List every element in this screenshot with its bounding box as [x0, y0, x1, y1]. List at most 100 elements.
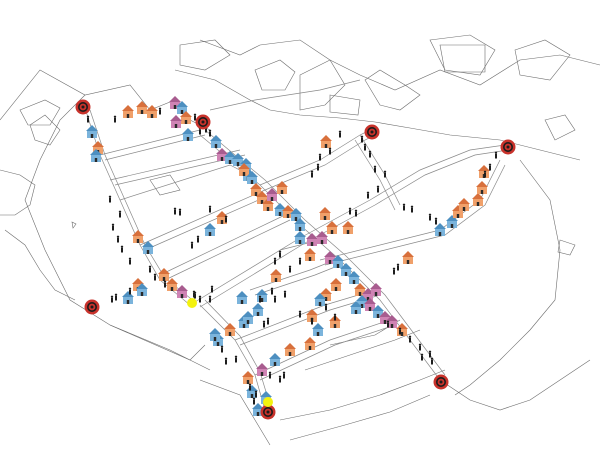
house-icon — [142, 241, 154, 254]
person-icon — [428, 350, 432, 358]
person-icon — [363, 143, 367, 151]
house-icon — [282, 205, 294, 218]
person-icon — [278, 250, 282, 258]
house-icon — [246, 171, 258, 184]
target-icon — [364, 124, 380, 140]
house-icon — [294, 231, 306, 244]
person-icon — [178, 208, 182, 216]
person-icon — [318, 153, 322, 161]
person-icon — [494, 151, 498, 159]
person-icon — [408, 335, 412, 343]
house-icon — [372, 305, 384, 318]
house-icon — [312, 323, 324, 336]
house-icon — [242, 371, 254, 384]
person-icon — [254, 390, 258, 398]
person-icon — [128, 257, 132, 265]
person-icon — [488, 163, 492, 171]
house-icon — [348, 271, 360, 284]
house-icon — [232, 153, 244, 166]
house-icon — [122, 291, 134, 304]
house-icon — [458, 198, 470, 211]
house-icon — [396, 323, 408, 336]
house-icon — [356, 295, 368, 308]
person-icon — [111, 223, 115, 231]
house-icon — [256, 191, 268, 204]
person-icon — [376, 185, 380, 193]
house-icon — [284, 343, 296, 356]
person-icon — [418, 343, 422, 351]
target-icon — [433, 374, 449, 390]
person-icon — [210, 285, 214, 293]
house-icon — [354, 283, 366, 296]
house-icon — [276, 181, 288, 194]
person-icon — [348, 207, 352, 215]
person-icon — [158, 107, 162, 115]
house-icon — [320, 135, 332, 148]
person-icon — [483, 170, 487, 178]
house-icon — [304, 248, 316, 261]
house-icon — [370, 283, 382, 296]
person-icon — [288, 265, 292, 273]
house-icon — [182, 128, 194, 141]
house-icon — [434, 223, 446, 236]
house-icon — [252, 303, 264, 316]
person-icon — [366, 191, 370, 199]
person-icon — [420, 353, 424, 361]
person-icon — [368, 150, 372, 158]
house-icons — [86, 96, 490, 418]
target-icon — [75, 99, 91, 115]
house-icon — [324, 251, 336, 264]
person-icon — [298, 257, 302, 265]
house-icon — [314, 293, 326, 306]
house-icon — [330, 278, 342, 291]
person-icon — [396, 263, 400, 271]
house-icon — [256, 363, 268, 376]
house-icon — [340, 263, 352, 276]
house-icon — [290, 208, 302, 221]
person-icon — [338, 130, 342, 138]
house-icon — [342, 221, 354, 234]
person-icon — [120, 245, 124, 253]
person-icon — [196, 235, 200, 243]
house-icon — [294, 218, 306, 231]
person-icon — [208, 295, 212, 303]
person-icon — [386, 320, 390, 328]
house-icon — [266, 188, 278, 201]
house-icon — [224, 151, 236, 164]
person-icon — [398, 327, 402, 335]
house-icon — [146, 105, 158, 118]
person-icon — [268, 371, 272, 379]
person-icon — [270, 287, 274, 295]
person-icon — [434, 217, 438, 225]
house-icon — [306, 233, 318, 246]
person-icon — [310, 170, 314, 178]
house-icon — [176, 101, 188, 114]
person-icon — [224, 357, 228, 365]
person-icon — [108, 195, 112, 203]
person-icon — [208, 129, 212, 137]
house-icon — [90, 149, 102, 162]
person-icon — [392, 267, 396, 275]
person-icon — [266, 317, 270, 325]
person-icon — [86, 115, 90, 123]
house-icon — [242, 311, 254, 324]
house-icon — [386, 315, 398, 328]
person-icon — [234, 355, 238, 363]
person-icon — [373, 165, 377, 173]
house-icon — [236, 291, 248, 304]
person-icon — [220, 345, 224, 353]
house-icon — [252, 403, 264, 416]
house-icon — [136, 283, 148, 296]
target-icons — [75, 99, 516, 420]
house-icon — [379, 311, 391, 324]
person-icon — [273, 257, 277, 265]
house-icon — [169, 96, 181, 109]
yellow-marker — [263, 397, 273, 407]
person-icon — [193, 113, 197, 121]
house-icon — [274, 203, 286, 216]
house-icon — [204, 223, 216, 236]
person-icon — [298, 310, 302, 318]
house-icon — [250, 183, 262, 196]
house-icon — [269, 353, 281, 366]
